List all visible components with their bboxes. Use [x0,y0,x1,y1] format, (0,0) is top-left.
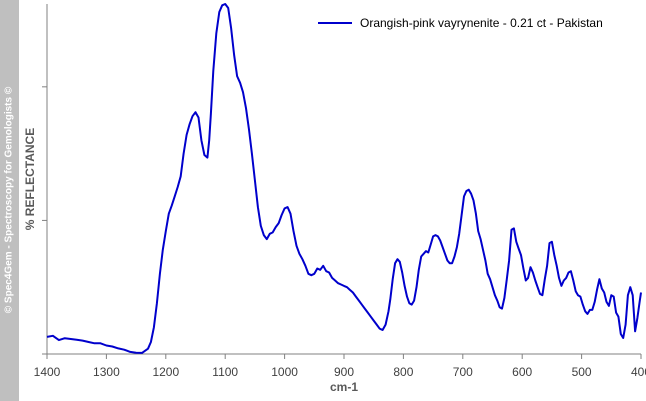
x-tick-label: 1400 [34,365,61,379]
x-tick-label: 700 [453,365,473,379]
axes: 1400 1300 1200 1100 1000 900 800 700 600 500 400 cm… [23,4,646,394]
x-tick-label: 1100 [212,365,238,379]
legend-label: Orangish-pink vayrynenite - 0.21 ct - Pa… [360,16,603,30]
x-tick-label: 800 [393,365,413,379]
x-tick-label: 1000 [271,365,298,379]
x-tick-label: 1300 [93,365,120,379]
x-tick-label: 400 [631,365,646,379]
legend: Orangish-pink vayrynenite - 0.21 ct - Pa… [318,16,603,30]
x-axis-title: cm-1 [330,380,358,394]
x-tick-label: 500 [572,365,592,379]
series-line [46,3,642,354]
x-tick-label: 900 [334,365,354,379]
y-axis-title: % REFLECTANCE [23,128,37,230]
watermark-band: © Spec4Gem - Spectroscopy for Gemologist… [0,0,19,401]
x-tick-label: 600 [512,365,532,379]
x-tick-label: 1200 [152,365,179,379]
plot-area [46,3,642,354]
